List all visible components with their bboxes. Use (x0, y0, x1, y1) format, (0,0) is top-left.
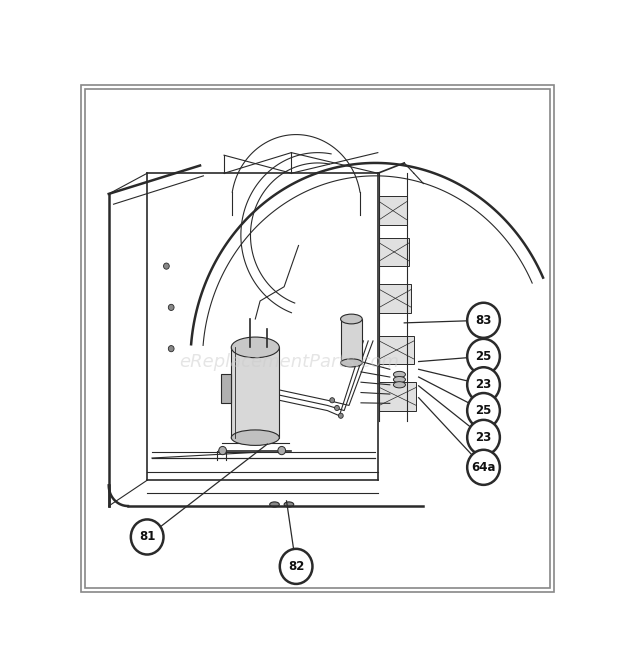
Polygon shape (379, 336, 414, 364)
Circle shape (330, 398, 335, 403)
Text: 25: 25 (476, 404, 492, 417)
Circle shape (219, 446, 226, 455)
Polygon shape (379, 238, 409, 266)
FancyBboxPatch shape (231, 347, 280, 438)
Text: 64a: 64a (471, 461, 496, 474)
Circle shape (467, 303, 500, 338)
Text: 81: 81 (139, 531, 156, 543)
Polygon shape (379, 284, 412, 312)
Text: 25: 25 (476, 350, 492, 363)
Ellipse shape (231, 337, 279, 358)
FancyBboxPatch shape (340, 319, 362, 363)
Circle shape (467, 393, 500, 428)
Circle shape (168, 346, 174, 352)
Ellipse shape (394, 377, 405, 383)
Circle shape (164, 263, 169, 269)
Text: eReplacementParts.com: eReplacementParts.com (179, 352, 399, 371)
Ellipse shape (231, 430, 279, 446)
Circle shape (335, 405, 339, 411)
Ellipse shape (340, 359, 362, 367)
Ellipse shape (394, 371, 405, 378)
Polygon shape (379, 196, 407, 225)
Circle shape (467, 339, 500, 374)
Circle shape (467, 420, 500, 455)
Text: 23: 23 (476, 379, 492, 391)
Circle shape (168, 304, 174, 310)
Text: 23: 23 (476, 431, 492, 444)
Text: 83: 83 (476, 314, 492, 327)
Ellipse shape (284, 502, 294, 507)
Polygon shape (379, 382, 416, 411)
Ellipse shape (394, 382, 405, 388)
Circle shape (278, 446, 286, 455)
Circle shape (467, 450, 500, 485)
Ellipse shape (340, 314, 362, 324)
Circle shape (131, 519, 164, 555)
FancyBboxPatch shape (221, 375, 231, 403)
Text: 82: 82 (288, 560, 304, 573)
Circle shape (339, 413, 343, 418)
Circle shape (467, 367, 500, 402)
Ellipse shape (270, 502, 279, 507)
Circle shape (280, 549, 312, 584)
